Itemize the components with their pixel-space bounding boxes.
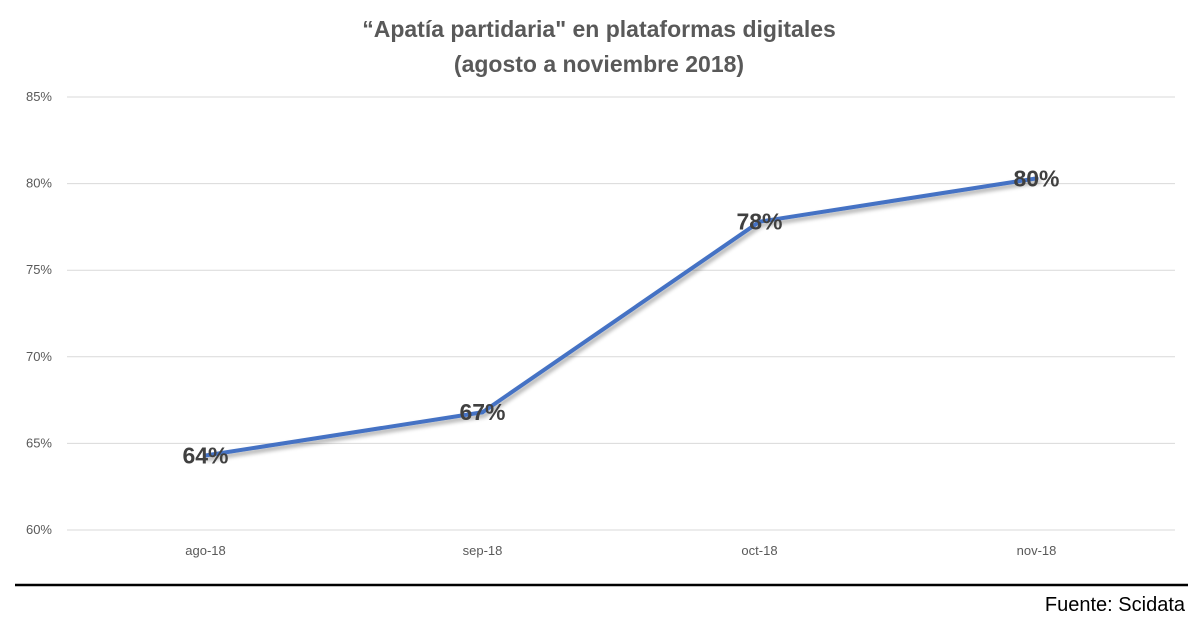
series-line bbox=[203, 176, 1039, 458]
x-tick-label: ago-18 bbox=[185, 543, 225, 558]
y-tick-label: 70% bbox=[26, 349, 52, 364]
y-tick-label: 80% bbox=[26, 176, 52, 191]
data-label: 78% bbox=[736, 209, 782, 235]
x-tick-label: oct-18 bbox=[741, 543, 777, 558]
y-tick-label: 85% bbox=[26, 89, 52, 104]
data-label: 80% bbox=[1013, 165, 1059, 191]
source-note: Fuente: Scidata bbox=[1045, 594, 1186, 616]
data-label: 64% bbox=[182, 443, 228, 469]
y-tick-label: 65% bbox=[26, 435, 52, 450]
data-point bbox=[203, 453, 208, 458]
data-labels: 64% 67% 78% 80% bbox=[182, 165, 1059, 468]
x-tick-label: sep-18 bbox=[463, 543, 503, 558]
data-label: 67% bbox=[459, 399, 505, 425]
chart-title: “Apatía partidaria" en plataformas digit… bbox=[362, 16, 836, 42]
y-tick-label: 75% bbox=[26, 262, 52, 277]
gridlines bbox=[67, 96, 1175, 531]
chart-subtitle: (agosto a noviembre 2018) bbox=[454, 51, 744, 77]
data-point bbox=[480, 410, 485, 415]
x-axis-tick-labels: ago-18 sep-18 oct-18 nov-18 bbox=[185, 543, 1056, 558]
data-point bbox=[757, 219, 762, 224]
y-tick-label: 60% bbox=[26, 522, 52, 537]
data-point bbox=[1034, 176, 1039, 181]
series-group bbox=[203, 176, 1039, 458]
x-tick-label: nov-18 bbox=[1017, 543, 1057, 558]
y-axis-tick-labels: 60% 65% 70% 75% 80% 85% bbox=[26, 89, 52, 537]
